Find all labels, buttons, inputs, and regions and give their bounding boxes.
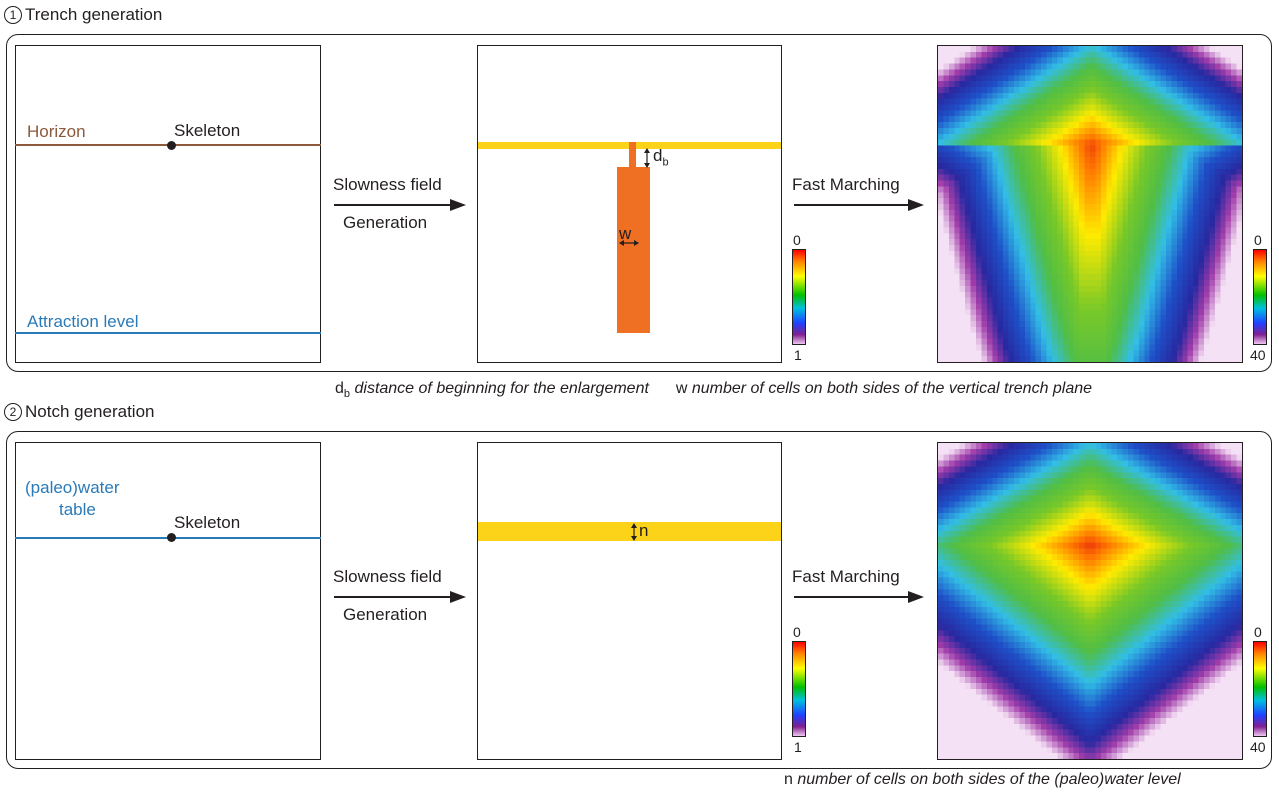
trench-arrow1-line1: Slowness field xyxy=(333,175,442,194)
notch-arrow2-label: Fast Marching xyxy=(792,567,900,586)
skeleton-point xyxy=(167,141,176,150)
trench-time-colorbar xyxy=(1253,249,1267,345)
notch-panel xyxy=(6,431,1272,769)
notch-travel-time-map xyxy=(937,442,1243,760)
trench-arrow2-label: Fast Marching xyxy=(792,175,900,194)
notch-fast-marching-arrow xyxy=(794,591,924,603)
trench-slowness-scale-top: 0 xyxy=(793,232,801,248)
attraction-level-label: Attraction level xyxy=(27,312,139,331)
attraction-level-line xyxy=(15,332,321,334)
notch-section-number: 2 xyxy=(4,403,22,421)
trench-legend-note: db distance of beginning for the enlarge… xyxy=(335,380,1093,401)
notch-arrow1-line2: Generation xyxy=(343,605,428,624)
notch-skeleton-point xyxy=(167,533,176,542)
w-double-arrow xyxy=(619,240,639,246)
notch-time-colorbar xyxy=(1253,641,1267,737)
n-label: n xyxy=(639,521,649,540)
notch-slowness-arrow xyxy=(334,591,466,603)
db-double-arrow xyxy=(644,148,650,168)
n-double-arrow xyxy=(631,523,637,541)
notch-slowness-colorbar xyxy=(792,641,806,737)
notch-section-label: Notch generation xyxy=(25,402,155,421)
notch-time-scale-bottom: 40 xyxy=(1250,739,1266,755)
notch-input-box: (paleo)water table Skeleton xyxy=(15,442,321,760)
skeleton-label: Skeleton xyxy=(174,121,241,140)
water-table-label-line2: table xyxy=(59,500,96,519)
horizon-label: Horizon xyxy=(27,122,86,141)
notch-section-title: 2 Notch generation xyxy=(4,402,154,422)
notch-slowness-box: n xyxy=(477,442,782,760)
notch-time-scale-top: 0 xyxy=(1254,624,1262,640)
notch-skeleton-label: Skeleton xyxy=(174,513,241,532)
notch-slowness-scale-top: 0 xyxy=(793,624,801,640)
trench-fast-marching-arrow xyxy=(794,199,924,211)
w-label: w xyxy=(619,224,632,243)
notch-arrow1-line1: Slowness field xyxy=(333,567,442,586)
trench-travel-time-map xyxy=(937,45,1243,363)
trench-enlargement xyxy=(617,167,650,333)
trench-arrow1-line2: Generation xyxy=(343,213,428,232)
trench-slowness-colorbar xyxy=(792,249,806,345)
trench-slowness-scale-bottom: 1 xyxy=(794,347,802,363)
trench-section-number: 1 xyxy=(4,6,22,24)
trench-time-scale-top: 0 xyxy=(1254,232,1262,248)
trench-input-box: Horizon Skeleton Attraction level xyxy=(15,45,321,363)
notch-slowness-scale-bottom: 1 xyxy=(794,739,802,755)
trench-stem xyxy=(629,142,636,169)
trench-slowness-arrow xyxy=(334,199,466,211)
db-label: db xyxy=(653,146,669,169)
water-table-label-line1: (paleo)water xyxy=(25,478,120,497)
notch-legend-note: n number of cells on both sides of the (… xyxy=(784,771,1181,788)
trench-section-title: 1 Trench generation xyxy=(4,5,162,25)
water-table-yellow-band xyxy=(478,522,781,541)
trench-slowness-box: db w xyxy=(477,45,782,363)
trench-section-label: Trench generation xyxy=(25,5,163,24)
trench-time-scale-bottom: 40 xyxy=(1250,347,1266,363)
trench-panel xyxy=(6,34,1272,372)
